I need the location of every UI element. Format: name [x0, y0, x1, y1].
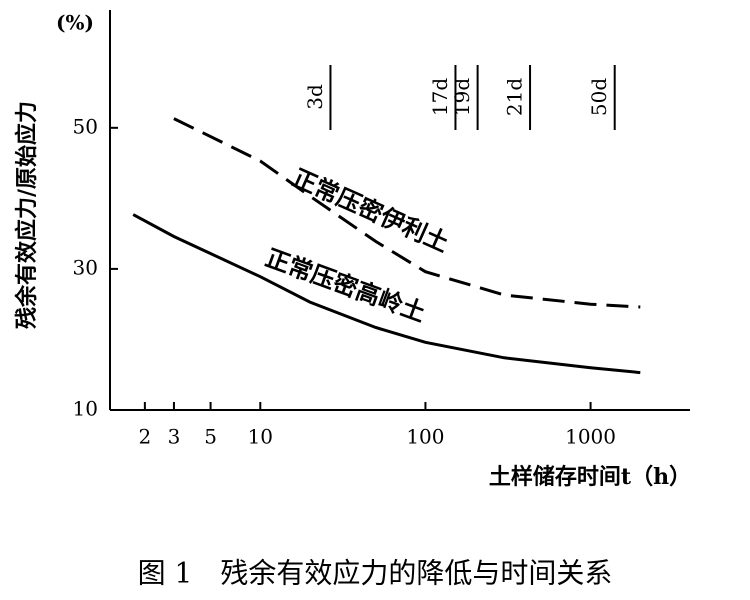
x-tick-label: 3 [168, 425, 181, 449]
x-tick-label: 100 [406, 425, 444, 449]
x-tick-label: 2 [138, 425, 151, 449]
y-tick-label: 30 [73, 255, 98, 279]
annotation-label: 17d [428, 78, 452, 116]
y-unit: (%) [56, 11, 94, 35]
data-line [173, 117, 641, 309]
annotation-label: 3d [303, 84, 327, 110]
y-axis-label: 残余有效应力/原始应力 [14, 101, 40, 329]
y-tick-label: 10 [73, 397, 98, 421]
caption: 图 1 残余有效应力的降低与时间关系 [138, 557, 613, 590]
x-tick-label: 10 [248, 425, 273, 449]
y-tick-label: 50 [73, 114, 98, 138]
annotation-label: 50d [587, 78, 611, 116]
annotation-label: 21d [503, 78, 527, 116]
annotation-label: 19d [450, 78, 474, 116]
x-tick-label: 1000 [565, 425, 616, 449]
x-axis-label: 土样储存时间t（h） [489, 464, 691, 490]
data-line [132, 213, 641, 375]
series-label: 正常压密伊利土 [288, 163, 453, 258]
x-tick-label: 5 [204, 425, 217, 449]
